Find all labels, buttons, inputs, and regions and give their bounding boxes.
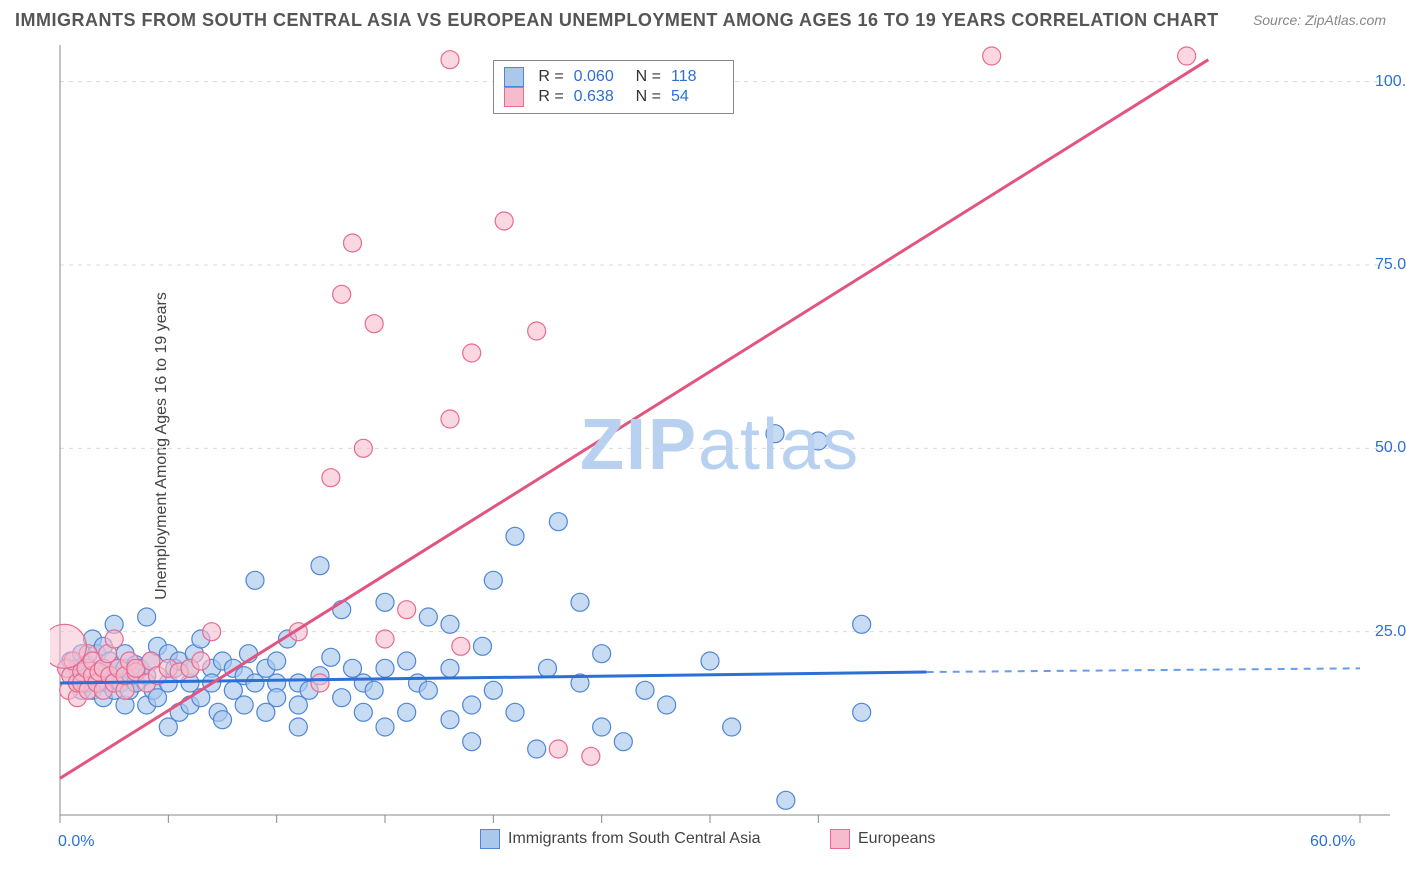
legend-swatch-blue (480, 829, 500, 849)
y-tick-label: 50.0% (1375, 439, 1406, 457)
stats-row-blue: R = 0.060 N = 118 (504, 67, 723, 87)
stats-r-value: 0.638 (574, 88, 626, 106)
source-prefix: Source: (1253, 12, 1305, 28)
stats-r-value: 0.060 (574, 68, 626, 86)
legend-swatch-pink (830, 829, 850, 849)
chart-plot-area: R =0.060N =118R =0.638N =54 ZIPatlas (50, 45, 1390, 835)
stats-n-label: N = (636, 68, 661, 86)
chart-svg (50, 45, 1390, 835)
source-attribution: Source: ZipAtlas.com (1253, 12, 1386, 28)
legend-label-pink: Europeans (858, 830, 935, 848)
y-tick-label: 75.0% (1375, 256, 1406, 274)
x-tick-label: 60.0% (1310, 833, 1355, 851)
source-name: ZipAtlas.com (1305, 12, 1386, 28)
stats-n-value: 54 (671, 88, 723, 106)
stats-swatch-pink (504, 87, 524, 107)
stats-swatch-blue (504, 67, 524, 87)
stats-r-label: R = (538, 68, 563, 86)
stats-r-label: R = (538, 88, 563, 106)
legend-label-blue: Immigrants from South Central Asia (508, 830, 761, 848)
legend-item-pink: Europeans (830, 829, 935, 849)
stats-row-pink: R = 0.638 N = 54 (504, 87, 723, 107)
chart-title: IMMIGRANTS FROM SOUTH CENTRAL ASIA VS EU… (15, 10, 1219, 31)
x-tick-label: 0.0% (58, 833, 94, 851)
y-tick-label: 25.0% (1375, 623, 1406, 641)
legend-item-blue: Immigrants from South Central Asia (480, 829, 761, 849)
stats-n-value: 118 (671, 68, 723, 86)
stats-n-label: N = (636, 88, 661, 106)
correlation-stats-box: R = 0.060 N = 118 R = 0.638 N = 54 (493, 60, 734, 114)
y-tick-label: 100.0% (1375, 73, 1406, 91)
